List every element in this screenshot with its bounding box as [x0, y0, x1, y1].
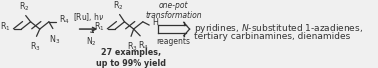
- Text: H: H: [152, 18, 158, 27]
- Text: R$_4$: R$_4$: [59, 13, 70, 26]
- Text: pyridines, $N$-substituted 1-azadienes,: pyridines, $N$-substituted 1-azadienes,: [194, 22, 363, 35]
- Text: N$_2$: N$_2$: [87, 35, 97, 48]
- Text: one-pot
transformation: one-pot transformation: [146, 1, 202, 20]
- Text: R$_2$: R$_2$: [19, 1, 30, 13]
- Text: tertiary carbinamines, dienamides: tertiary carbinamines, dienamides: [194, 32, 350, 41]
- Text: [Ru], h$\nu$: [Ru], h$\nu$: [73, 11, 104, 23]
- Text: R$_4$: R$_4$: [138, 39, 149, 52]
- Text: N$_3$: N$_3$: [49, 33, 60, 46]
- Text: R$_1$: R$_1$: [0, 21, 11, 33]
- Text: R$_2$: R$_2$: [113, 0, 124, 12]
- Text: R$_3$: R$_3$: [30, 41, 41, 53]
- Text: reagents: reagents: [157, 37, 191, 46]
- Text: R$_3$: R$_3$: [127, 41, 138, 53]
- Text: R$_1$: R$_1$: [94, 21, 105, 33]
- Text: 27 examples,
up to 99% yield: 27 examples, up to 99% yield: [96, 48, 166, 68]
